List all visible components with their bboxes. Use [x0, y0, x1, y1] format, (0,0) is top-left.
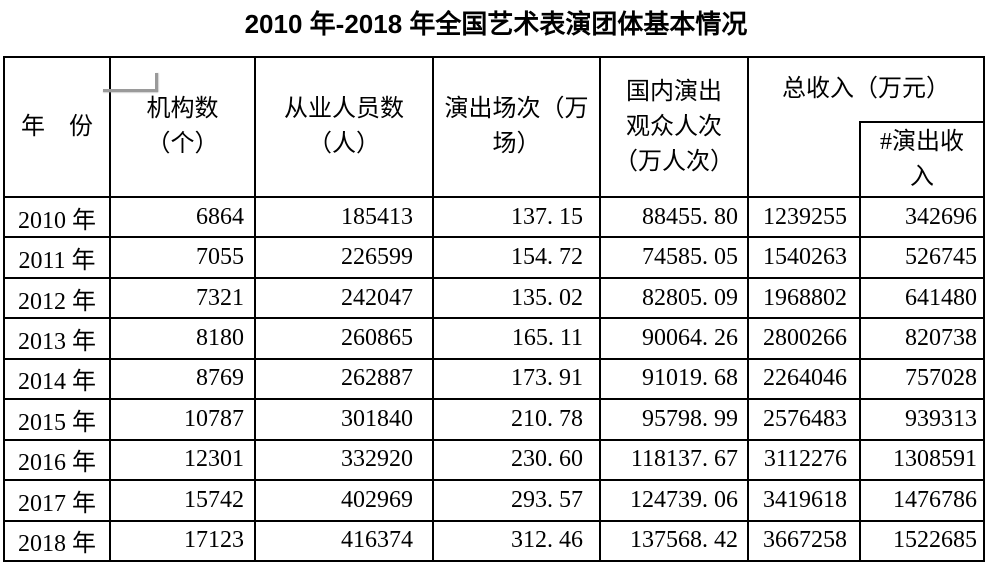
table-row-2016: 2016 年 12301 332920 230. 60 118137. 67 3… [3, 438, 985, 482]
cell-institutions: 6864 [109, 195, 256, 239]
cell-audience: 91019. 68 [599, 357, 749, 401]
cell-employees: 301840 [254, 398, 434, 441]
cell-performances: 312. 46 [432, 519, 601, 562]
header-employees: 从业人员数 （人） [254, 56, 434, 198]
statistics-table: 年 份 机构数 （个） 从业人员数 （人） 演出场次（万 场） 国内演出 观众人… [3, 56, 985, 562]
table-row-2017: 2017 年 15742 402969 293. 57 124739. 06 3… [3, 479, 985, 522]
cell-performances: 210. 78 [432, 398, 601, 441]
table-row-2015: 2015 年 10787 301840 210. 78 95798. 99 25… [3, 398, 985, 441]
cell-institutions: 17123 [109, 519, 256, 562]
cell-performance-income: 1522685 [859, 519, 985, 562]
cell-year: 2015 年 [3, 398, 111, 441]
cell-audience: 82805. 09 [599, 276, 749, 320]
cell-audience: 95798. 99 [599, 398, 749, 441]
table-row-2010: 2010 年 6864 185413 137. 15 88455. 80 123… [3, 195, 985, 239]
header-institutions: 机构数 （个） [109, 56, 256, 198]
header-performances: 演出场次（万 场） [432, 56, 601, 198]
cell-performances: 135. 02 [432, 276, 601, 320]
cell-year: 2017 年 [3, 479, 111, 522]
cell-year: 2010 年 [3, 195, 111, 239]
table-row-2011: 2011 年 7055 226599 154. 72 74585. 05 154… [3, 236, 985, 279]
cell-year: 2012 年 [3, 276, 111, 320]
cell-total-income: 3112276 [747, 438, 861, 482]
cell-performances: 137. 15 [432, 195, 601, 239]
cell-performance-income: 939313 [859, 398, 985, 441]
cell-performance-income: 1308591 [859, 438, 985, 482]
cell-employees: 332920 [254, 438, 434, 482]
cell-institutions: 7321 [109, 276, 256, 320]
cell-year: 2018 年 [3, 519, 111, 562]
cell-performances: 165. 11 [432, 317, 601, 360]
cell-audience: 90064. 26 [599, 317, 749, 360]
cell-performances: 154. 72 [432, 236, 601, 279]
cell-institutions: 8180 [109, 317, 256, 360]
cell-employees: 242047 [254, 276, 434, 320]
cell-total-income: 3667258 [747, 519, 861, 562]
cell-total-income: 1540263 [747, 236, 861, 279]
cell-employees: 260865 [254, 317, 434, 360]
cell-year: 2016 年 [3, 438, 111, 482]
cell-audience: 74585. 05 [599, 236, 749, 279]
cell-performance-income: 757028 [859, 357, 985, 401]
header-row-2: #演出收 入 [4, 121, 985, 198]
cell-employees: 185413 [254, 195, 434, 239]
header-audience: 国内演出 观众人次 （万人次） [599, 56, 749, 198]
cell-employees: 262887 [254, 357, 434, 401]
header-year: 年 份 [3, 56, 111, 198]
header-total-income-spacer [747, 122, 861, 198]
cell-performance-income: 641480 [859, 276, 985, 320]
cell-total-income: 2576483 [747, 398, 861, 441]
cell-institutions: 8769 [109, 357, 256, 401]
table-row-2014: 2014 年 8769 262887 173. 91 91019. 68 226… [3, 357, 985, 401]
cell-performances: 230. 60 [432, 438, 601, 482]
cell-institutions: 10787 [109, 398, 256, 441]
cell-audience: 88455. 80 [599, 195, 749, 239]
cell-employees: 402969 [254, 479, 434, 522]
cell-audience: 124739. 06 [599, 479, 749, 522]
cell-audience: 118137. 67 [599, 438, 749, 482]
cell-performance-income: 526745 [859, 236, 985, 279]
cell-performance-income: 342696 [859, 195, 985, 239]
header-total-income: 总收入（万元） [747, 56, 985, 122]
table-row-2012: 2012 年 7321 242047 135. 02 82805. 09 196… [3, 276, 985, 320]
cell-year: 2014 年 [3, 357, 111, 401]
cell-total-income: 2800266 [747, 317, 861, 360]
artifact-horizontal-bar [103, 89, 158, 92]
cell-total-income: 1968802 [747, 276, 861, 320]
cell-performance-income: 820738 [859, 317, 985, 360]
cell-employees: 226599 [254, 236, 434, 279]
cell-year: 2013 年 [3, 317, 111, 360]
table-row-2013: 2013 年 8180 260865 165. 11 90064. 26 280… [3, 317, 985, 360]
cell-institutions: 15742 [109, 479, 256, 522]
table-row-2018: 2018 年 17123 416374 312. 46 137568. 42 3… [3, 519, 985, 562]
cell-total-income: 1239255 [747, 195, 861, 239]
page-title: 2010 年-2018 年全国艺术表演团体基本情况 [244, 9, 748, 39]
cell-total-income: 3419618 [747, 479, 861, 522]
cell-employees: 416374 [254, 519, 434, 562]
cell-total-income: 2264046 [747, 357, 861, 401]
cell-institutions: 12301 [109, 438, 256, 482]
cell-audience: 137568. 42 [599, 519, 749, 562]
cell-performances: 173. 91 [432, 357, 601, 401]
header-performance-income: #演出收 入 [859, 121, 985, 198]
cell-performance-income: 1476786 [859, 479, 985, 522]
cell-year: 2011 年 [3, 236, 111, 279]
cell-performances: 293. 57 [432, 479, 601, 522]
header-row-1: 年 份 机构数 （个） 从业人员数 （人） 演出场次（万 场） 国内演出 观众人… [3, 56, 985, 198]
artifact-vertical-bar [155, 73, 158, 92]
cell-institutions: 7055 [109, 236, 256, 279]
